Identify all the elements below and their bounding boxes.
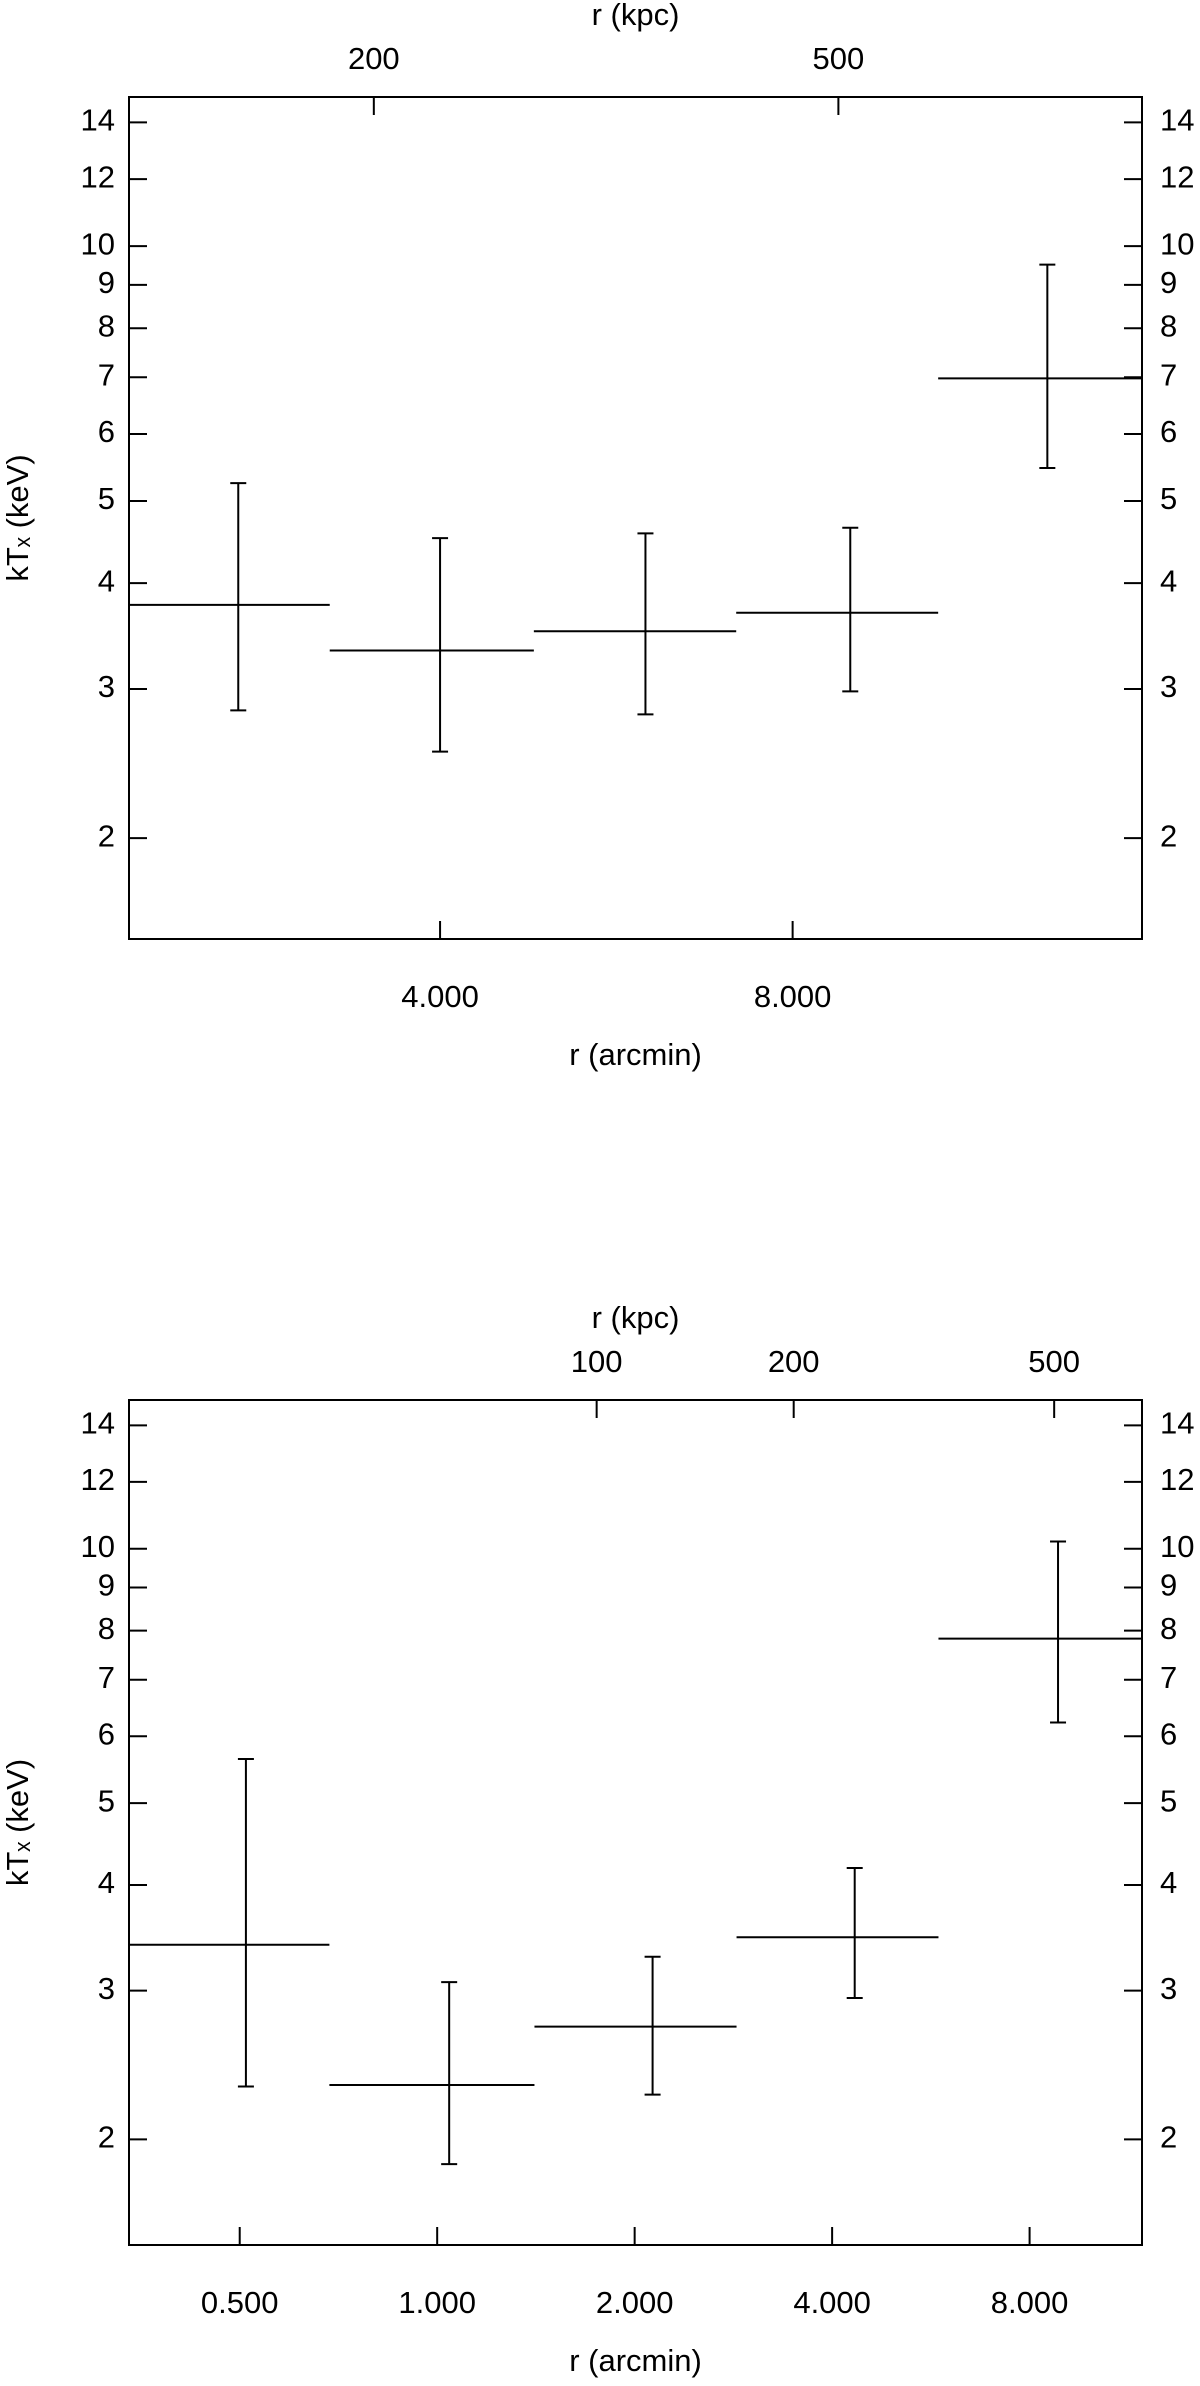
plot-frame [128,1399,1143,2246]
y-tick-label: 14 [81,103,115,138]
y-tick-label: 6 [98,1716,115,1751]
x2-tick-label: 500 [1028,1344,1080,1379]
y-tick-label: 12 [81,159,115,194]
y-tick-label: 7 [98,1660,115,1695]
x2-tick-label: 100 [571,1344,623,1379]
y-right-tick-label: 3 [1160,1971,1177,2006]
y-right-tick-label: 6 [1160,1716,1177,1751]
y-tick-label: 4 [98,563,115,598]
y-error-bar [1050,1540,1067,1724]
y-tick-label: 9 [98,1568,115,1603]
y-tick-label: 2 [98,2120,115,2155]
y-right-tick-label: 14 [1160,1406,1194,1441]
y-right-tick-label: 4 [1160,563,1177,598]
y-right-tick-label: 4 [1160,1865,1177,1900]
y-right-tick-label: 10 [1160,1529,1194,1564]
y-error-bar [637,532,654,716]
y-error-bar [842,526,859,693]
y-tick-label: 3 [98,1971,115,2006]
x-axis-label: r (arcmin) [569,1037,702,1072]
y-right-tick-label: 8 [1160,1611,1177,1646]
y-error-bar [441,1981,458,2166]
y-right-tick-label: 14 [1160,103,1194,138]
y-right-tick-label: 8 [1160,308,1177,343]
y-tick-label: 8 [98,308,115,343]
y-right-tick-label: 10 [1160,226,1194,261]
x-tick-label: 8.000 [991,2285,1069,2320]
y-axis-label: kTₓ (keV) [0,1759,35,1886]
y-error-bar [432,537,449,753]
x2-tick-label: 200 [768,1344,820,1379]
y-tick-label: 9 [98,265,115,300]
y-right-tick-label: 9 [1160,265,1177,300]
x-tick-label: 1.000 [398,2285,476,2320]
y-right-tick-label: 2 [1160,2120,1177,2155]
y-tick-label: 5 [98,1783,115,1818]
y-tick-label: 8 [98,1611,115,1646]
y-tick-label: 3 [98,669,115,704]
y-right-tick-label: 12 [1160,1462,1194,1497]
y-right-tick-label: 7 [1160,1660,1177,1695]
y-tick-label: 2 [98,818,115,853]
x-axis-label: r (arcmin) [569,2343,702,2378]
y-right-tick-label: 9 [1160,1568,1177,1603]
y-tick-label: 14 [81,1406,115,1441]
x-tick-label: 8.000 [754,979,832,1014]
x-tick-label: 4.000 [793,2285,871,2320]
y-error-bar [846,1867,863,2000]
y-tick-label: 5 [98,481,115,516]
y-tick-label: 10 [81,1529,115,1564]
y-tick-label: 6 [98,414,115,449]
y-tick-label: 7 [98,357,115,392]
y-tick-label: 12 [81,1462,115,1497]
y-axis-label: kTₓ (keV) [0,454,35,581]
y-right-tick-label: 3 [1160,669,1177,704]
y-error-bar [1039,263,1056,470]
x-tick-label: 4.000 [401,979,479,1014]
y-error-bar [644,1955,661,2096]
x2-axis-label: r (kpc) [592,1300,680,1335]
y-right-tick-label: 2 [1160,818,1177,853]
x-tick-label: 0.500 [201,2285,279,2320]
plot-frame [128,96,1143,940]
y-right-tick-label: 12 [1160,159,1194,194]
y-right-tick-label: 7 [1160,357,1177,392]
x2-tick-label: 500 [813,41,865,76]
y-tick-label: 4 [98,1865,115,1900]
x-tick-label: 2.000 [596,2285,674,2320]
x2-tick-label: 200 [348,41,400,76]
y-right-tick-label: 5 [1160,481,1177,516]
x2-axis-label: r (kpc) [592,0,680,32]
y-error-bar [237,1757,254,2088]
y-error-bar [230,482,247,712]
y-right-tick-label: 6 [1160,414,1177,449]
y-right-tick-label: 5 [1160,1783,1177,1818]
y-tick-label: 10 [81,226,115,261]
